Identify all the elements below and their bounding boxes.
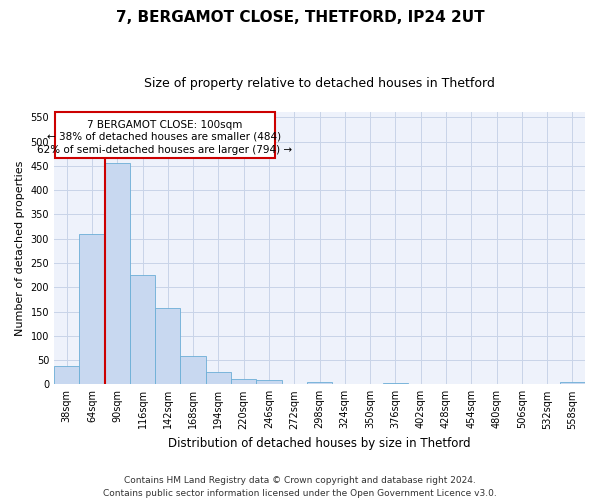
Text: ← 38% of detached houses are smaller (484): ← 38% of detached houses are smaller (48… [47, 132, 281, 142]
X-axis label: Distribution of detached houses by size in Thetford: Distribution of detached houses by size … [168, 437, 471, 450]
Bar [130, 275, 155, 384]
Y-axis label: Number of detached properties: Number of detached properties [15, 160, 25, 336]
Bar [231, 380, 256, 384]
Bar [55, 112, 275, 158]
Bar [307, 382, 332, 384]
Bar [181, 356, 206, 384]
Text: Contains HM Land Registry data © Crown copyright and database right 2024.
Contai: Contains HM Land Registry data © Crown c… [103, 476, 497, 498]
Bar [79, 234, 104, 384]
Bar [256, 380, 281, 384]
Bar [155, 308, 181, 384]
Bar [54, 366, 79, 384]
Bar [206, 372, 231, 384]
Text: 62% of semi-detached houses are larger (794) →: 62% of semi-detached houses are larger (… [37, 144, 292, 154]
Text: 7, BERGAMOT CLOSE, THETFORD, IP24 2UT: 7, BERGAMOT CLOSE, THETFORD, IP24 2UT [116, 10, 484, 25]
Text: 7 BERGAMOT CLOSE: 100sqm: 7 BERGAMOT CLOSE: 100sqm [87, 120, 242, 130]
Title: Size of property relative to detached houses in Thetford: Size of property relative to detached ho… [144, 78, 495, 90]
Bar [560, 382, 585, 384]
Bar [104, 164, 130, 384]
